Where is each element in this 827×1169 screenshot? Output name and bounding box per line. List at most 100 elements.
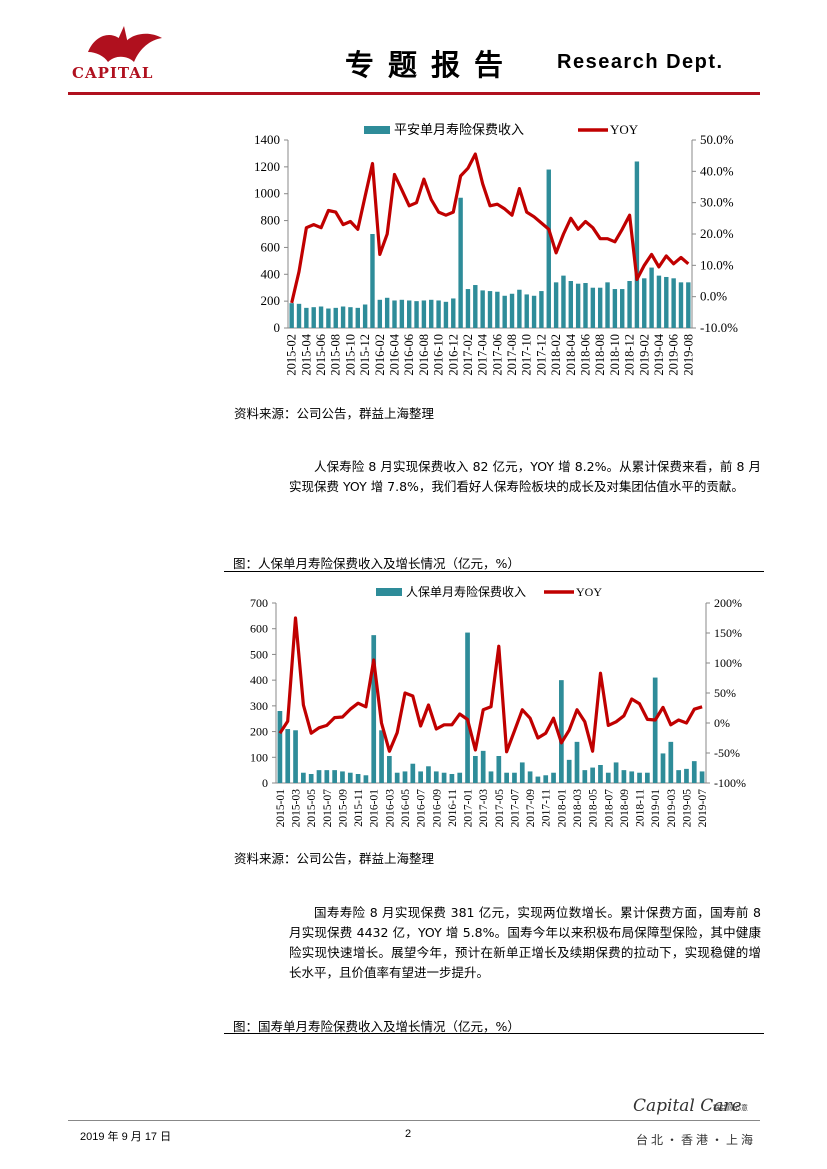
bar — [598, 765, 603, 783]
y-left-tick-label: 500 — [250, 647, 268, 661]
bar — [304, 307, 309, 328]
bar — [551, 772, 556, 783]
bar — [316, 770, 322, 783]
figure-caption: 图：人保单月寿险保费收入及增长情况（亿元，%） — [233, 556, 520, 571]
x-tick-label: 2018-09 — [619, 789, 631, 828]
bar — [324, 770, 330, 783]
bar — [441, 772, 447, 783]
x-tick-label: 2018-08 — [593, 334, 607, 376]
bar — [488, 771, 494, 783]
x-tick-label: 2015-03 — [291, 789, 303, 828]
bar — [371, 635, 377, 783]
x-tick-label: 2017-11 — [541, 789, 553, 827]
yoy-line — [290, 152, 690, 304]
x-tick-label: 2018-07 — [603, 789, 615, 828]
bar — [480, 290, 485, 328]
bar — [399, 299, 405, 328]
x-tick-label: 2015-07 — [322, 789, 334, 828]
x-tick-label: 2015-12 — [358, 334, 372, 376]
bar — [531, 295, 537, 328]
bar — [308, 774, 314, 783]
y-left-tick-label: 0 — [274, 320, 281, 335]
bar — [568, 281, 574, 328]
bar — [418, 771, 423, 783]
x-tick-label: 2017-08 — [505, 334, 519, 376]
caption-divider — [224, 1033, 764, 1034]
bar — [645, 772, 650, 783]
x-tick-label: 2016-07 — [416, 789, 428, 828]
bar — [620, 289, 625, 328]
x-tick-label: 2016-06 — [402, 334, 416, 376]
y-right-tick-label: 40.0% — [700, 163, 734, 178]
x-tick-label: 2017-03 — [478, 789, 490, 828]
bar — [387, 756, 392, 783]
x-tick-label: 2019-02 — [637, 334, 651, 376]
y-right-tick-label: 10.0% — [700, 257, 734, 272]
x-tick-label: 2017-06 — [490, 334, 504, 376]
bar — [678, 282, 684, 328]
x-tick-label: 2019-06 — [667, 334, 681, 376]
y-left-tick-label: 300 — [250, 699, 268, 713]
y-right-tick-label: 0.0% — [700, 289, 727, 304]
bar — [363, 775, 369, 783]
bar — [355, 307, 360, 328]
x-tick-label: 2016-08 — [417, 334, 431, 376]
bar — [627, 281, 632, 328]
x-tick-label: 2019-08 — [681, 334, 695, 376]
bar — [370, 234, 375, 328]
bar — [333, 307, 338, 328]
y-right-tick-label: 30.0% — [700, 195, 734, 210]
bar — [634, 161, 640, 328]
bar — [621, 770, 627, 783]
x-tick-label: 2015-10 — [343, 334, 357, 376]
x-tick-label: 2018-06 — [579, 334, 593, 376]
footer-brand-sub: 群益顾心意 — [713, 1104, 748, 1112]
bar — [597, 287, 603, 328]
x-tick-label: 2016-05 — [400, 789, 412, 828]
bar — [504, 772, 509, 783]
bar — [691, 761, 697, 783]
y-left-tick-label: 200 — [261, 293, 281, 308]
capital-logo-icon — [88, 26, 162, 62]
legend-line-label: YOY — [610, 122, 639, 137]
bar — [421, 300, 427, 328]
header-divider — [68, 92, 760, 95]
bar — [410, 763, 416, 783]
y-right-tick-label: -10.0% — [700, 320, 738, 335]
bar — [348, 307, 353, 328]
bar — [496, 756, 502, 783]
bar — [605, 772, 611, 783]
y-right-tick-label: 100% — [714, 656, 742, 670]
x-tick-label: 2015-02 — [285, 334, 299, 376]
x-tick-label: 2016-12 — [446, 334, 460, 376]
footer-cities: 台北・香港・上海 — [636, 1133, 757, 1147]
figure-caption: 图：国寿单月寿险保费收入及增长情况（亿元，%） — [233, 1019, 520, 1034]
x-tick-label: 2016-03 — [384, 789, 396, 828]
bar — [340, 771, 345, 783]
body-paragraph: 国寿寿险 8 月实现保费 381 亿元，实现两位数增长。累计保费方面，国寿前 8… — [289, 905, 761, 980]
y-left-tick-label: 600 — [250, 622, 268, 636]
y-right-tick-label: 50% — [714, 686, 736, 700]
bar — [684, 768, 689, 783]
bar — [642, 278, 647, 328]
bar — [524, 294, 529, 328]
bar — [519, 762, 525, 783]
bar — [394, 772, 400, 783]
bar — [451, 298, 456, 328]
x-tick-label: 2015-05 — [306, 789, 318, 828]
bar — [583, 283, 588, 328]
body-paragraph: 人保寿险 8 月实现保费收入 82 亿元，YOY 增 8.2%。从累计保费来看，… — [289, 459, 761, 494]
footer-date: 2019 年 9 月 17 日 — [80, 1131, 172, 1143]
x-tick-label: 2017-09 — [525, 789, 537, 828]
bar — [553, 282, 559, 328]
bar — [458, 197, 463, 328]
bar — [559, 680, 564, 783]
x-tick-label: 2017-10 — [520, 334, 534, 376]
y-left-tick-label: 1200 — [254, 159, 280, 174]
bar — [406, 300, 412, 328]
bar — [392, 300, 397, 328]
bar — [433, 771, 439, 783]
x-tick-label: 2016-10 — [432, 334, 446, 376]
legend-bar-label: 人保单月寿险保费收入 — [406, 584, 526, 599]
x-tick-label: 2016-09 — [431, 789, 443, 828]
